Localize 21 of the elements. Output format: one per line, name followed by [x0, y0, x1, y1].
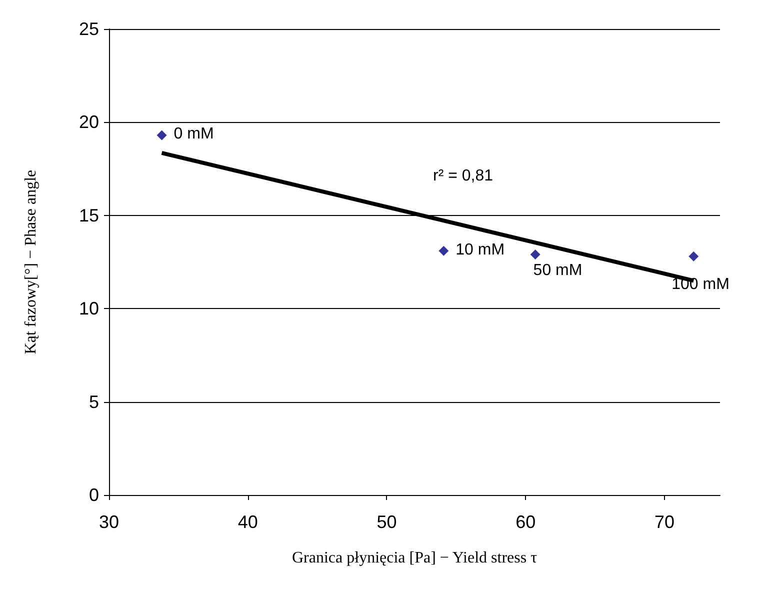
point — [156, 130, 167, 140]
x-axis-title: Granica płynięcia [Pa] − Yield stress τ — [292, 550, 538, 566]
x-tick-label: 30 — [98, 512, 120, 532]
point — [688, 251, 699, 262]
y-axis-title: Kąt fazowy[°] − Phase angle — [22, 170, 40, 354]
y-tick-label: 10 — [78, 298, 99, 319]
y-tick-label: 5 — [88, 392, 99, 412]
x-tick-label: 40 — [238, 512, 258, 532]
point — [530, 250, 540, 260]
x-tick-label: 50 — [376, 512, 397, 532]
x-tick-label: 70 — [654, 512, 674, 532]
y-tick-label: 20 — [78, 112, 99, 132]
annotation: 50 mM — [533, 262, 582, 280]
annotation: 10 mM — [456, 241, 505, 258]
y-tick-label: 0 — [88, 485, 99, 505]
y-tick-label: 15 — [78, 205, 99, 226]
y-tick-label: 25 — [78, 19, 99, 39]
x-tick-label: 60 — [516, 512, 536, 532]
annotation: r² = 0,81 — [433, 168, 494, 184]
annotation: 0 mM — [174, 126, 214, 143]
point — [438, 246, 449, 256]
